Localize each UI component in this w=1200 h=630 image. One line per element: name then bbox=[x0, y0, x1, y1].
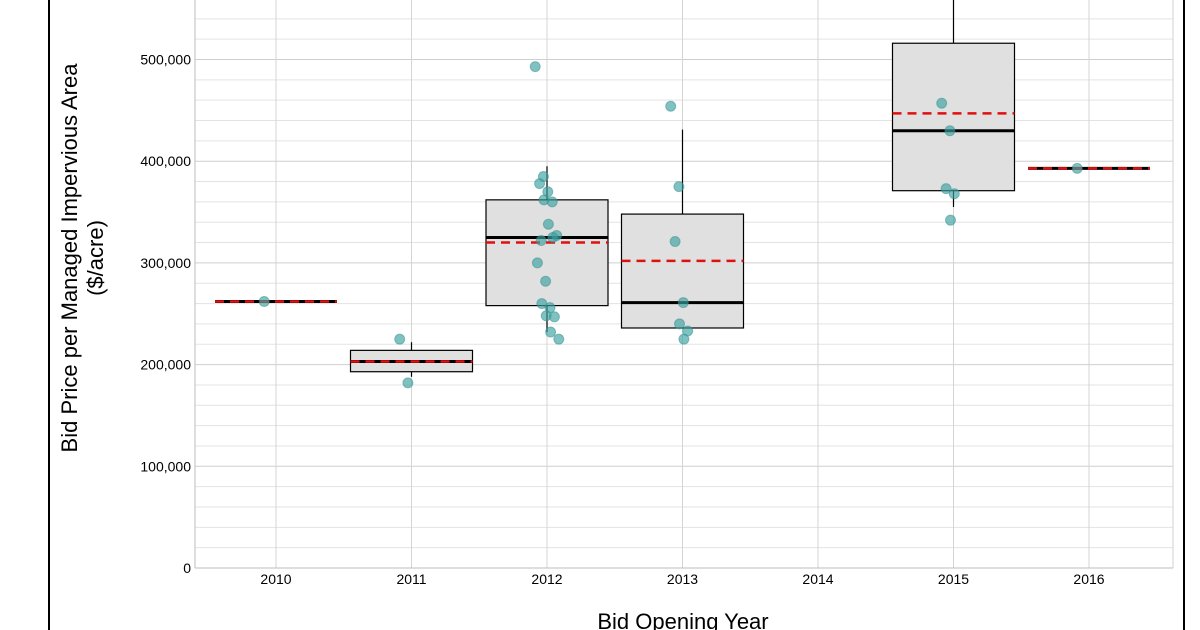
axes bbox=[194, 0, 1174, 569]
data-point bbox=[542, 218, 554, 230]
data-point bbox=[545, 326, 557, 338]
data-point bbox=[529, 61, 541, 73]
y-axis-title-line2: ($/acre) bbox=[83, 220, 108, 296]
data-point bbox=[673, 181, 685, 193]
data-point bbox=[940, 183, 952, 195]
data-point bbox=[674, 318, 685, 330]
data-point bbox=[402, 377, 414, 389]
data-point bbox=[547, 231, 559, 243]
data-points bbox=[258, 61, 1083, 389]
y-tick-label: 300,000 bbox=[140, 255, 191, 271]
box-2015 bbox=[891, 0, 1016, 207]
x-tick-label: 2013 bbox=[667, 571, 698, 587]
data-point bbox=[948, 188, 960, 200]
data-point bbox=[665, 100, 677, 112]
data-point bbox=[1071, 162, 1083, 174]
x-tick-label: 2014 bbox=[802, 571, 833, 587]
data-point bbox=[546, 196, 558, 208]
y-axis-title: Bid Price per Managed Impervious Area ($… bbox=[57, 63, 108, 453]
data-point bbox=[258, 296, 270, 308]
x-tick-label: 2010 bbox=[260, 571, 291, 587]
box-body bbox=[485, 199, 609, 307]
data-point bbox=[553, 333, 565, 345]
data-point bbox=[548, 311, 560, 323]
x-tick-label: 2012 bbox=[531, 571, 562, 587]
box-2011 bbox=[349, 342, 474, 377]
data-point bbox=[677, 297, 689, 309]
x-axis-title: Bid Opening Year bbox=[597, 609, 768, 630]
y-tick-label: 200,000 bbox=[140, 357, 191, 373]
y-tick-label: 500,000 bbox=[140, 52, 191, 68]
y-tick-label: 400,000 bbox=[140, 153, 191, 169]
data-point bbox=[540, 275, 552, 287]
box-body bbox=[620, 213, 745, 329]
x-tick-label: 2011 bbox=[396, 571, 426, 587]
data-point bbox=[534, 178, 546, 190]
box-body bbox=[891, 42, 1016, 192]
data-point bbox=[944, 125, 956, 137]
data-point bbox=[531, 257, 543, 269]
data-point bbox=[669, 236, 681, 248]
plot-area: 0 100,000 200,000 300,000 400,000 500,000 2010… bbox=[140, 0, 1174, 588]
data-point bbox=[678, 333, 690, 345]
box-2012 bbox=[485, 166, 609, 333]
tick-labels: 0 100,000 200,000 300,000 400,000 500,000 2010… bbox=[140, 52, 1104, 588]
data-point bbox=[394, 333, 406, 345]
y-tick-label: 0 bbox=[183, 560, 191, 576]
data-point bbox=[945, 214, 956, 226]
x-tick-label: 2015 bbox=[938, 571, 969, 587]
x-tick-label: 2016 bbox=[1073, 571, 1104, 587]
data-point bbox=[535, 235, 547, 247]
data-point bbox=[936, 97, 948, 109]
y-axis-title-line1: Bid Price per Managed Impervious Area bbox=[57, 63, 82, 453]
y-tick-label: 100,000 bbox=[140, 458, 191, 474]
